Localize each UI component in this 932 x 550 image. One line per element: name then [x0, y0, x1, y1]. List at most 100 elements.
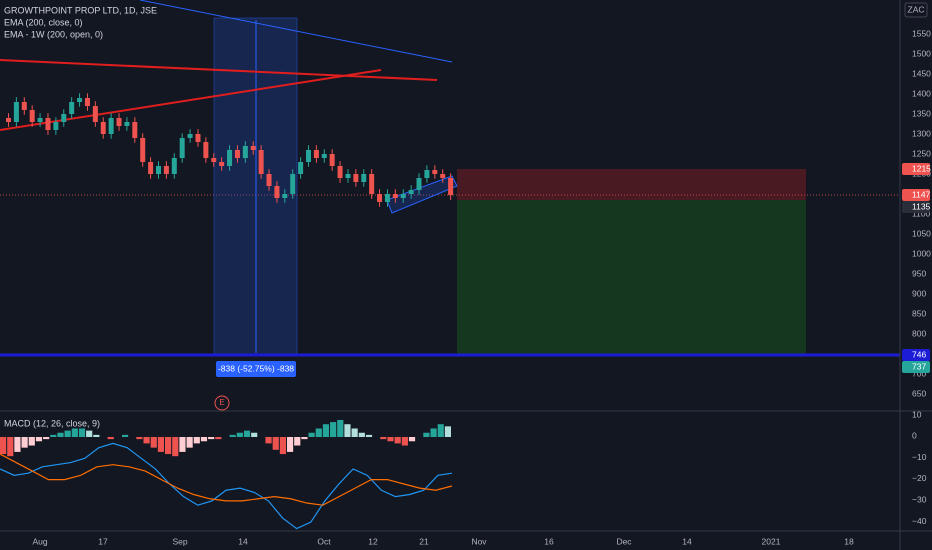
measure-label-box: [216, 361, 296, 377]
macd-bar: [143, 437, 150, 444]
macd-bar: [35, 437, 43, 442]
macd-bar: [78, 428, 86, 437]
candle: [337, 166, 343, 178]
price-tag-label: 1135: [912, 201, 931, 211]
date-tick-label: 21: [419, 536, 429, 546]
macd-bar: [21, 437, 28, 448]
date-tick-label: 2021: [762, 536, 781, 546]
price-tick-label: 650: [912, 388, 926, 398]
candle: [392, 194, 398, 198]
macd-bar: [121, 434, 129, 437]
candle: [424, 170, 430, 178]
candle: [132, 122, 138, 138]
macd-tick-label: −20: [912, 473, 927, 483]
macd-bar: [229, 434, 236, 437]
macd-bar: [430, 428, 437, 437]
macd-bar: [86, 430, 93, 437]
date-tick-label: Sep: [172, 536, 187, 546]
price-tick-label: 700: [912, 368, 926, 378]
macd-bar: [315, 428, 322, 437]
currency-box[interactable]: [904, 2, 928, 18]
price-tag: [902, 189, 930, 201]
macd-tick-label: −10: [912, 452, 927, 462]
candle: [108, 118, 114, 134]
candle: [148, 162, 154, 174]
candle: [179, 138, 185, 158]
indicator-label: MACD (12, 26, close, 9): [4, 418, 100, 428]
macd-bar: [172, 437, 179, 457]
macd-bar: [200, 437, 208, 442]
price-tick-label: 950: [912, 268, 926, 278]
macd-tick-label: −40: [912, 516, 927, 526]
macd-bar: [208, 437, 215, 440]
candle: [13, 102, 19, 122]
candle: [250, 146, 256, 150]
macd-bar: [365, 434, 373, 437]
date-tick-label: 14: [682, 536, 692, 546]
macd-bar: [157, 437, 165, 452]
candle: [266, 174, 272, 186]
macd-bar: [136, 437, 143, 440]
indicator-label: EMA (200, close, 0): [4, 17, 83, 27]
candle: [377, 194, 383, 202]
candle: [187, 134, 193, 138]
measure-label: -838 (-52.75%) -838: [218, 363, 294, 373]
candle: [345, 174, 351, 178]
candle: [100, 122, 106, 134]
macd-bar: [243, 430, 251, 437]
date-tick-label: 17: [98, 536, 108, 546]
candle: [242, 146, 248, 158]
macd-bar: [394, 437, 401, 444]
price-tick-label: 1400: [912, 88, 931, 98]
macd-bar: [294, 437, 301, 446]
macd-bar: [437, 424, 444, 437]
candle: [69, 102, 75, 114]
candle: [29, 110, 35, 122]
date-tick-label: 12: [368, 536, 378, 546]
price-tag: [902, 349, 930, 361]
macd-bar: [279, 437, 286, 455]
macd-bar: [272, 437, 279, 450]
date-tick-label: Dec: [616, 536, 632, 546]
macd-bar: [107, 437, 114, 440]
currency[interactable]: ZAC: [908, 4, 925, 14]
candle: [163, 166, 169, 174]
candle: [298, 162, 304, 174]
candle: [84, 98, 90, 106]
macd-bar: [351, 428, 358, 437]
macd-bar: [165, 437, 172, 455]
macd-bar: [0, 437, 7, 455]
macd-bar: [301, 437, 308, 440]
macd-bar: [308, 432, 315, 437]
price-tick-label: 850: [912, 308, 926, 318]
macd-bar: [179, 437, 186, 452]
candle: [227, 150, 233, 166]
macd-bar: [444, 426, 451, 437]
macd-bar: [57, 432, 64, 437]
event-label[interactable]: E: [219, 398, 224, 407]
macd-bar: [236, 432, 243, 437]
macd-bar: [150, 437, 157, 448]
candle: [258, 150, 264, 174]
candle: [6, 118, 11, 122]
candle: [171, 158, 177, 174]
candle: [61, 114, 67, 122]
date-tick-label: 16: [544, 536, 554, 546]
price-tag: [902, 201, 930, 213]
date-tick-label: Nov: [471, 536, 487, 546]
price-tick-label: 900: [912, 288, 926, 298]
candle: [416, 178, 422, 190]
event-icon[interactable]: [214, 395, 230, 411]
price-tag-label: 1215: [912, 163, 931, 173]
price-tick-label: 1450: [912, 68, 931, 78]
candle: [37, 118, 43, 122]
candle: [313, 150, 319, 158]
macd-bar: [193, 437, 200, 444]
macd-tick-label: 10: [912, 409, 922, 419]
candle: [384, 194, 390, 202]
candle: [321, 154, 327, 158]
macd-bar: [43, 437, 50, 440]
candle: [440, 174, 446, 178]
candle: [361, 174, 367, 182]
macd-bar: [71, 428, 78, 437]
